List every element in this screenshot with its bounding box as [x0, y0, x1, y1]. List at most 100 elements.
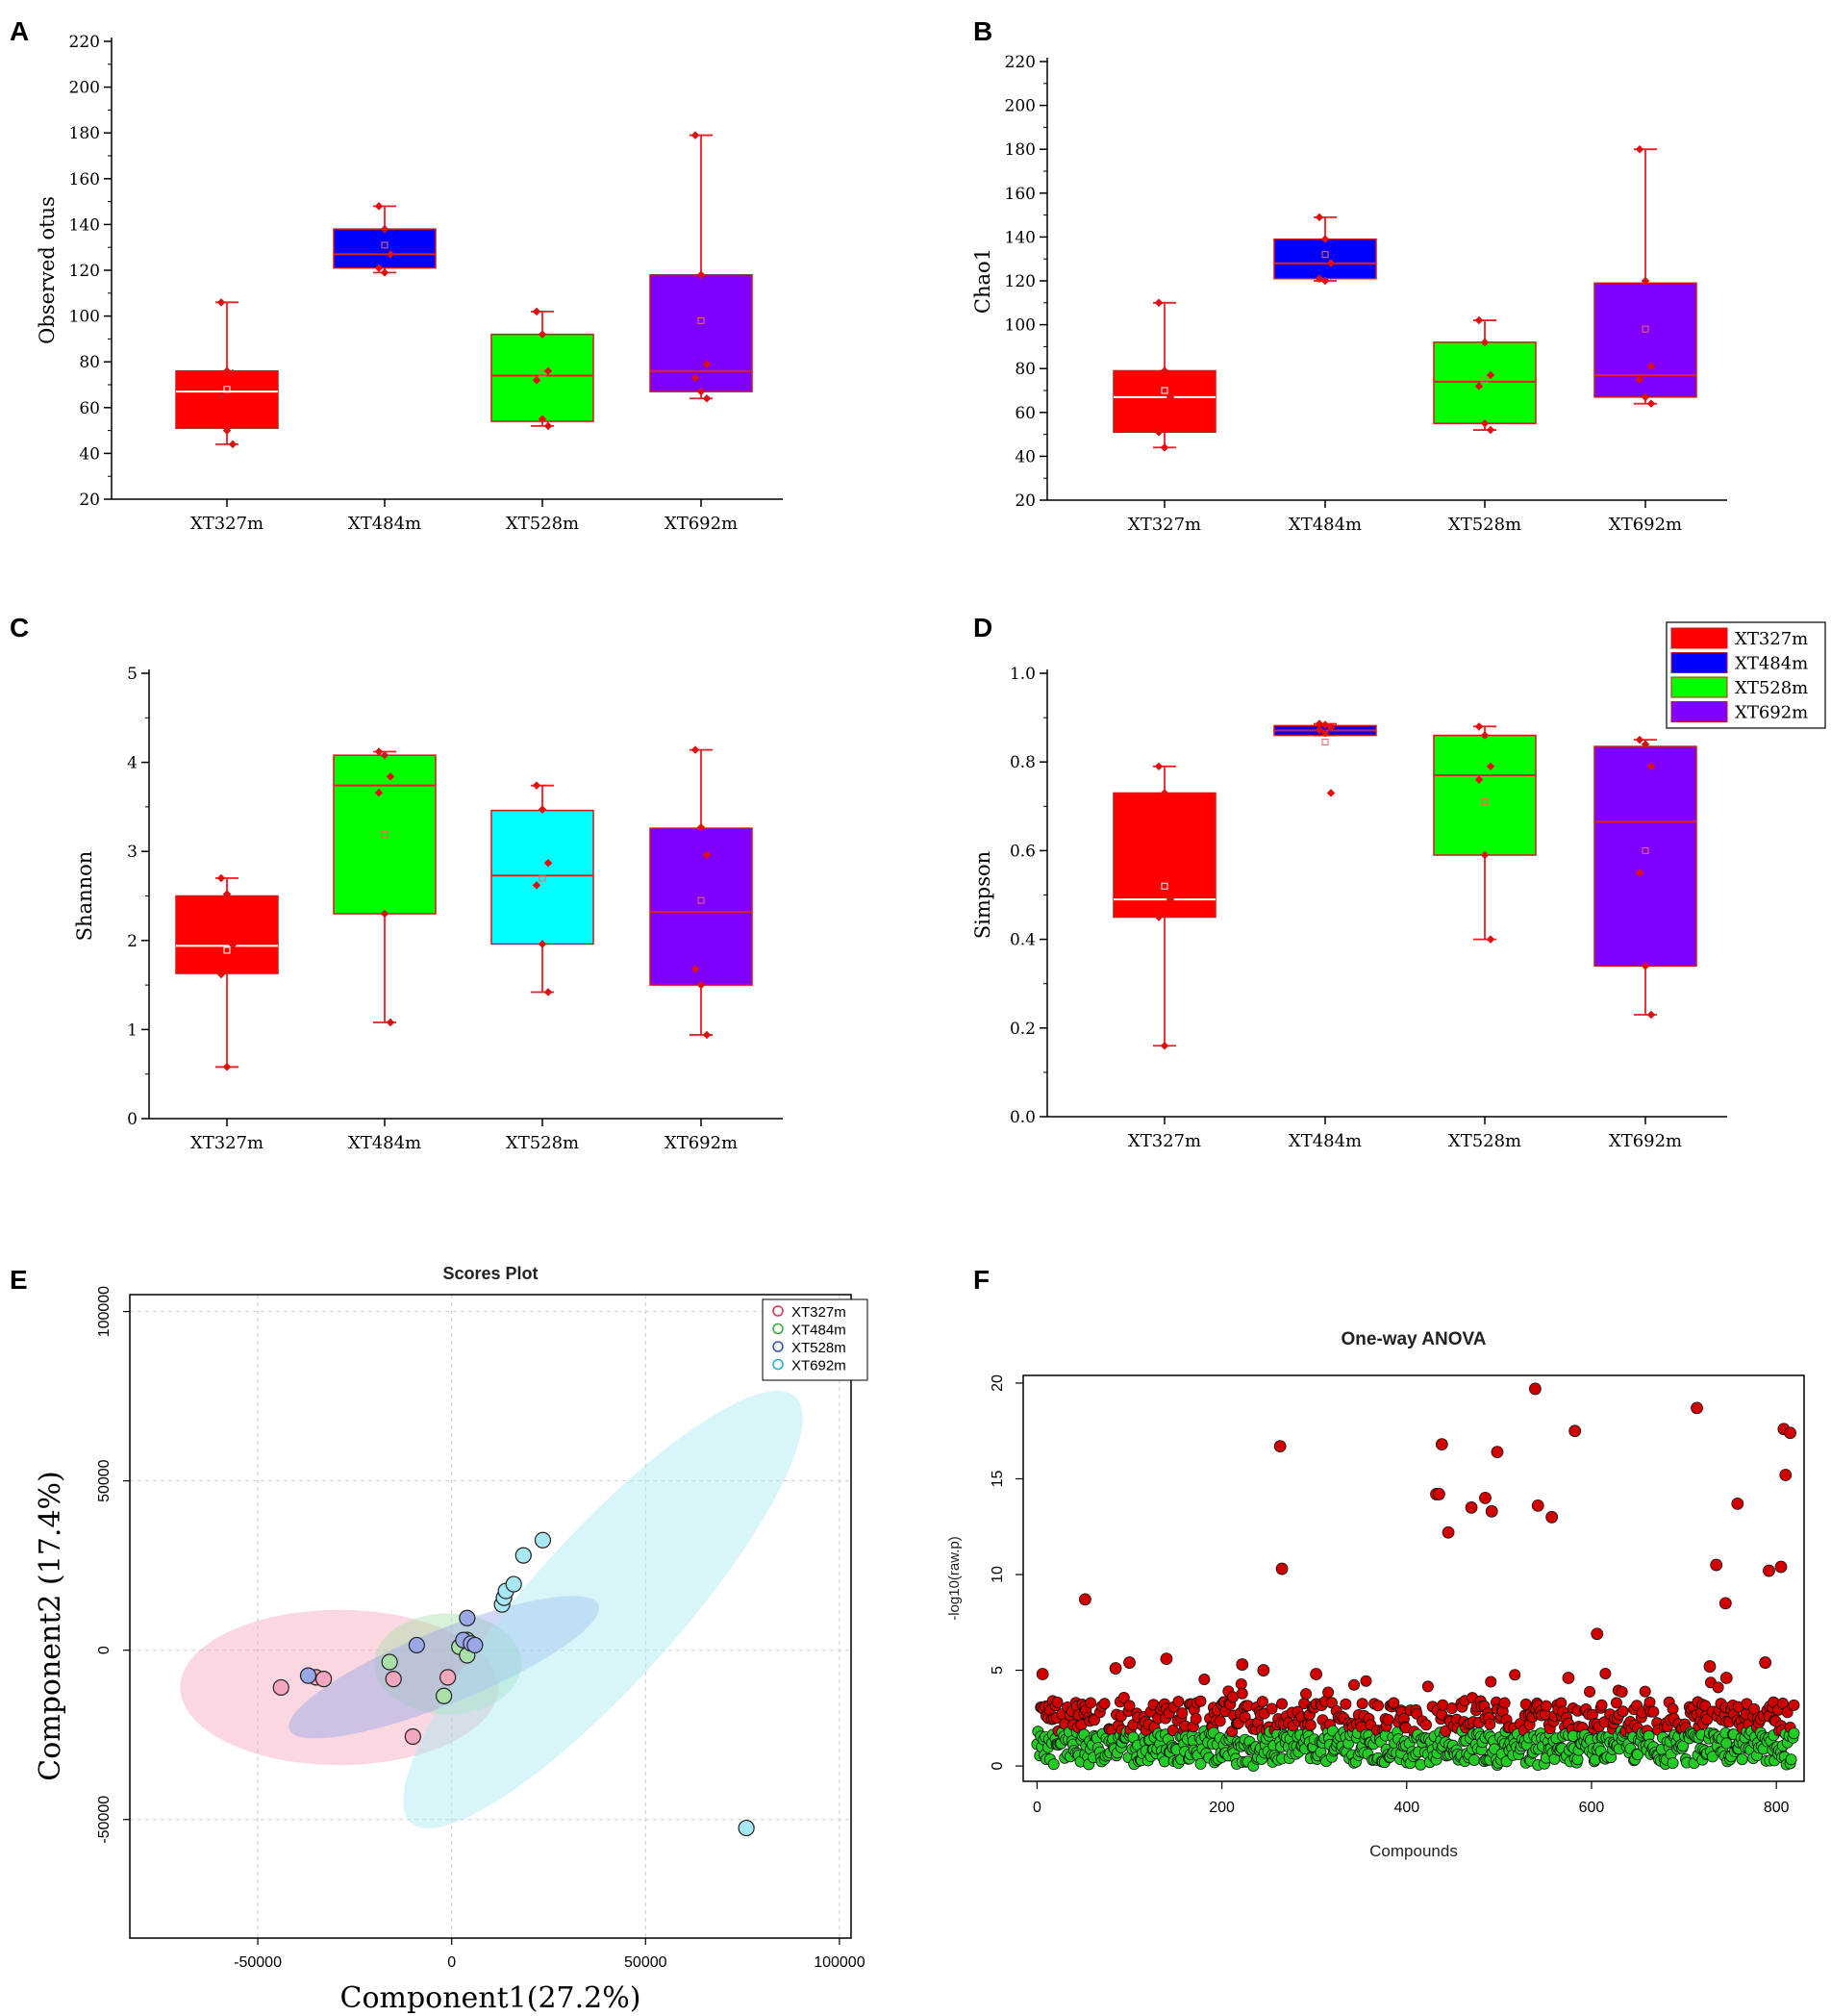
- x-tick-label: XT692m: [665, 514, 738, 534]
- score-point-XT327m: [315, 1671, 333, 1688]
- y-tick-label: 100: [1005, 316, 1036, 336]
- y-tick-label: 0.6: [1010, 842, 1036, 861]
- y-tick-label: 220: [1005, 53, 1036, 72]
- significant-compound: [1085, 1697, 1097, 1709]
- legend-label: XT528m: [1735, 678, 1808, 698]
- mean-marker: [697, 896, 705, 904]
- x-tick-label: 600: [1579, 1800, 1605, 1816]
- chart-title: One-way ANOVA: [1342, 1329, 1487, 1349]
- significant-compound: [1360, 1675, 1372, 1687]
- significant-compound: [1356, 1698, 1368, 1710]
- nonsignificant-compound: [1788, 1727, 1800, 1740]
- box-XT484m: [1273, 719, 1377, 797]
- significant-compound: [1382, 1713, 1394, 1726]
- box-XT484m: [333, 747, 437, 1027]
- y-tick-label: 220: [69, 33, 100, 52]
- data-point: [1166, 895, 1175, 904]
- significant-compound: [1190, 1712, 1202, 1725]
- data-point: [374, 747, 384, 756]
- data-point: [532, 307, 541, 316]
- box-XT528m: [490, 307, 594, 431]
- significant-compound: [1763, 1564, 1775, 1577]
- data-point: [1641, 392, 1650, 402]
- box-XT692m: [1593, 144, 1697, 408]
- data-point: [1166, 392, 1175, 402]
- box-XT528m: [490, 781, 594, 996]
- x-axis-label: Component1(27.2%): [340, 1981, 641, 2015]
- iqr-box: [649, 827, 753, 986]
- nonsignificant-compound: [1194, 1757, 1207, 1770]
- mean-marker: [1161, 882, 1168, 890]
- legend-marker: [772, 1358, 784, 1371]
- y-tick-label: 5: [127, 665, 138, 684]
- anova-scatter-plot: One-way ANOVA 0 200 400 600 800 0 5 10 15 20 Compou…: [946, 1329, 1805, 1860]
- score-point-XT484m: [381, 1653, 398, 1671]
- score-point-XT692m: [514, 1547, 532, 1564]
- data-point: [222, 426, 232, 435]
- y-axis-label: Chao1: [971, 248, 994, 314]
- iqr-box: [1113, 792, 1216, 919]
- significant-compound: [1491, 1446, 1504, 1459]
- significant-compound: [1117, 1691, 1130, 1703]
- panel-label-b: B: [973, 16, 992, 46]
- significant-compound: [1639, 1685, 1651, 1698]
- data-point: [532, 781, 541, 790]
- panel-label-a: A: [10, 16, 29, 46]
- significant-compound: [1123, 1656, 1136, 1669]
- y-axis-label: Component2 (17.4%): [34, 1471, 67, 1781]
- mean-marker: [539, 369, 546, 377]
- data-point: [374, 264, 384, 272]
- data-point: [1486, 762, 1495, 771]
- score-point-XT692m: [738, 1819, 755, 1837]
- x-tick-label: XT484m: [348, 514, 421, 534]
- data-point: [538, 330, 547, 339]
- y-tick-label: 0: [990, 1762, 1006, 1771]
- mean-marker: [539, 874, 546, 882]
- significant-compound: [1419, 1719, 1432, 1731]
- y-tick-label: 3: [127, 843, 138, 862]
- data-point: [1474, 315, 1484, 325]
- legend: XT327m XT484m XT528m XT692m: [1666, 621, 1826, 729]
- significant-compound: [1421, 1680, 1434, 1693]
- y-axis-label: Observed otus: [36, 196, 59, 344]
- iqr-box: [1593, 282, 1697, 398]
- significant-compound: [1109, 1662, 1122, 1675]
- data-point: [380, 909, 389, 919]
- data-point: [216, 391, 226, 401]
- y-tick-label: 15: [990, 1470, 1006, 1487]
- mean-marker: [1642, 846, 1649, 854]
- significant-compound: [1036, 1668, 1049, 1680]
- significant-compound: [1595, 1699, 1608, 1711]
- y-tick-label: 4: [127, 754, 138, 773]
- box-plot-shannon: 0 1 2 3 4 5 Shannon XT327m XT484m XT528m XT692m: [73, 665, 783, 1153]
- box-XT327m: [1113, 762, 1216, 1050]
- y-axis-label: Simpson: [971, 851, 994, 939]
- significant-compound: [1275, 1562, 1289, 1575]
- y-tick-label: 160: [69, 170, 100, 189]
- y-tick-label: 40: [1015, 447, 1036, 466]
- y-tick-label: 120: [1005, 272, 1036, 291]
- y-tick-label: 140: [1005, 228, 1036, 247]
- data-point: [1315, 719, 1324, 728]
- y-tick-label: 120: [69, 262, 100, 281]
- data-point: [1326, 722, 1336, 732]
- data-point: [228, 440, 238, 449]
- data-point: [1320, 720, 1330, 729]
- legend-label: XT484m: [791, 1323, 846, 1339]
- significant-compound: [1616, 1685, 1628, 1698]
- x-tick-label: XT484m: [1289, 515, 1362, 535]
- data-point: [538, 940, 547, 948]
- significant-compound: [1304, 1719, 1317, 1731]
- chart-title: Scores Plot: [442, 1264, 538, 1283]
- significant-compound: [1788, 1699, 1800, 1711]
- data-point: [386, 1018, 395, 1027]
- significant-compound: [1214, 1715, 1226, 1727]
- data-point: [374, 788, 384, 797]
- data-point: [1474, 775, 1484, 784]
- legend-marker: [772, 1323, 784, 1335]
- legend-label: XT327m: [1735, 629, 1808, 649]
- iqr-box: [1113, 369, 1216, 434]
- significant-compound: [1256, 1696, 1268, 1708]
- data-point: [543, 988, 553, 996]
